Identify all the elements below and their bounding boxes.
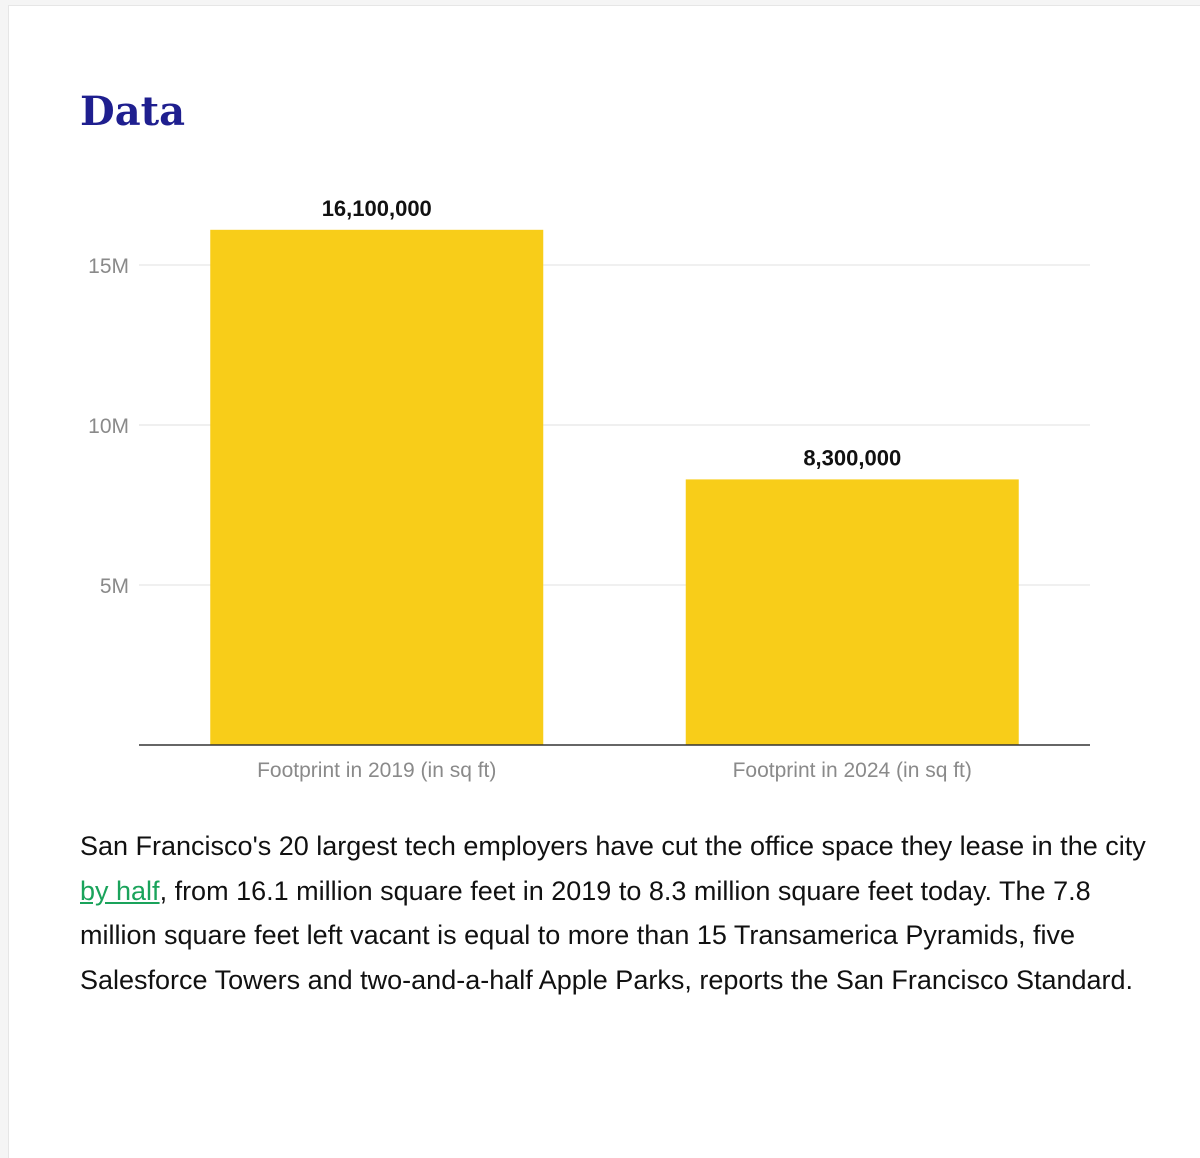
- summary-paragraph: San Francisco's 20 largest tech employer…: [80, 824, 1150, 1002]
- bar-1: [210, 229, 544, 746]
- data-label: 8,300,000: [803, 445, 901, 470]
- bar-chart: 5M 10M 15M 16,100,000 Footprint in 2019 (in …: [88, 196, 1090, 782]
- y-tick-label: 15M: [88, 255, 129, 278]
- x-tick-label: Footprint in 2019 (in sq ft): [257, 759, 496, 782]
- y-tick-label: 5M: [100, 575, 129, 598]
- data-label: 16,100,000: [322, 196, 432, 221]
- bar-2: [685, 479, 1019, 745]
- section-heading: Data: [80, 88, 185, 135]
- by-half-link[interactable]: by half: [80, 875, 160, 906]
- summary-text-start: San Francisco's 20 largest tech employer…: [80, 831, 1146, 861]
- y-tick-label: 10M: [88, 415, 129, 438]
- x-tick-label: Footprint in 2024 (in sq ft): [733, 759, 972, 782]
- summary-text-end: , from 16.1 million square feet in 2019 …: [80, 875, 1134, 995]
